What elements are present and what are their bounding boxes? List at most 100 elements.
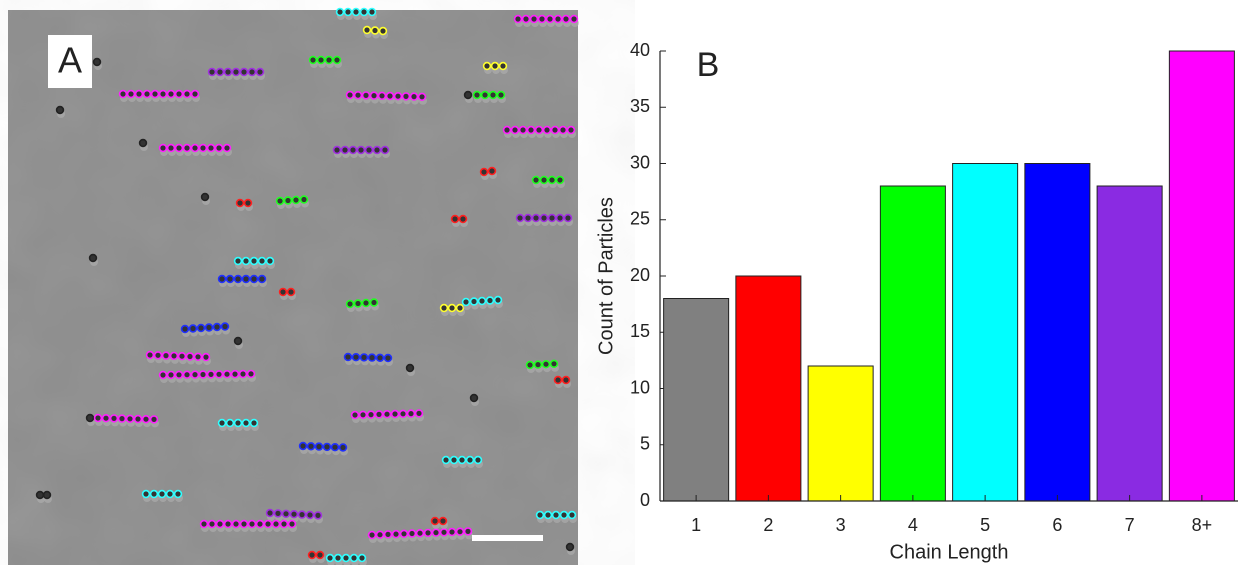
- particle: [372, 145, 382, 155]
- particle: [222, 143, 232, 153]
- particle: [93, 413, 103, 423]
- y-axis-title: Count of Particles: [595, 197, 617, 355]
- particle: [399, 529, 409, 538]
- particle: [297, 510, 307, 519]
- particle: [566, 125, 576, 135]
- particle: [375, 530, 385, 539]
- y-tick-label: 40: [630, 40, 650, 60]
- particle: [257, 256, 267, 266]
- particle: [214, 143, 224, 153]
- particle: [315, 550, 325, 560]
- particle: [158, 143, 168, 153]
- particle: [291, 195, 301, 205]
- particle: [375, 353, 385, 362]
- particle: [225, 418, 235, 428]
- particle: [361, 91, 371, 100]
- micrograph-panel: A: [8, 7, 579, 565]
- particle: [255, 519, 265, 529]
- particle: [447, 527, 457, 537]
- particle: [214, 370, 224, 379]
- particle: [555, 213, 565, 223]
- particle: [449, 455, 459, 465]
- particle: [212, 322, 222, 332]
- scale-bar: [472, 535, 543, 541]
- particle: [561, 375, 571, 385]
- particle: [374, 410, 384, 419]
- particle: [447, 303, 457, 313]
- particle: [231, 519, 241, 529]
- particle: [101, 414, 111, 423]
- particle: [383, 530, 393, 539]
- y-tick-label: 25: [630, 209, 650, 229]
- particle: [543, 510, 553, 520]
- particle: [553, 375, 563, 385]
- particle: [369, 298, 379, 307]
- particle: [313, 511, 323, 520]
- bar: [1096, 185, 1163, 502]
- bar: [807, 365, 874, 502]
- particle: [275, 196, 285, 206]
- particle: [324, 55, 334, 65]
- particle: [287, 519, 297, 529]
- particle: [551, 510, 561, 520]
- particle: [559, 510, 569, 520]
- particle: [335, 7, 345, 17]
- particle: [439, 528, 449, 537]
- particle: [553, 14, 563, 24]
- particle: [190, 370, 200, 379]
- particle: [281, 509, 291, 518]
- particle: [455, 303, 465, 313]
- particle: [109, 414, 119, 423]
- particle: [215, 67, 225, 77]
- bar: [1168, 50, 1235, 502]
- micrograph-texture: [8, 10, 578, 565]
- particle: [382, 410, 392, 419]
- y-tick-label: 15: [630, 321, 650, 341]
- particle: [430, 516, 440, 526]
- particle: [407, 529, 417, 538]
- particle: [169, 351, 179, 361]
- particle: [539, 213, 549, 223]
- particle: [182, 89, 192, 99]
- particle: [223, 519, 233, 529]
- particle: [534, 125, 544, 135]
- particle: [488, 90, 498, 100]
- particle: [493, 295, 503, 305]
- particle: [463, 90, 473, 100]
- particle: [463, 527, 473, 536]
- particle: [473, 455, 483, 465]
- particle: [150, 89, 160, 99]
- particle: [239, 519, 249, 529]
- particle: [138, 138, 148, 148]
- particle: [469, 393, 479, 403]
- particle: [535, 510, 545, 520]
- particle: [235, 198, 245, 208]
- particle: [249, 274, 259, 284]
- particle: [161, 351, 171, 360]
- particle: [529, 14, 539, 24]
- particle: [201, 352, 211, 362]
- particle: [249, 256, 259, 266]
- particle: [198, 370, 208, 379]
- particle: [549, 359, 559, 368]
- particle: [289, 510, 299, 519]
- particle: [340, 145, 350, 155]
- particle: [330, 443, 340, 452]
- particle: [542, 125, 552, 135]
- particle: [193, 352, 203, 361]
- particle: [458, 214, 468, 224]
- particle: [353, 299, 363, 308]
- particle: [200, 192, 210, 202]
- x-tick-label: 6: [1052, 515, 1062, 535]
- particle: [126, 89, 136, 99]
- particle: [482, 61, 492, 71]
- particle: [450, 214, 460, 224]
- particle: [117, 414, 127, 423]
- particle: [455, 527, 465, 536]
- particle: [457, 455, 467, 465]
- particle: [220, 322, 230, 331]
- particle: [55, 105, 65, 115]
- particle: [343, 352, 353, 362]
- particle: [409, 92, 419, 101]
- particle: [343, 7, 353, 17]
